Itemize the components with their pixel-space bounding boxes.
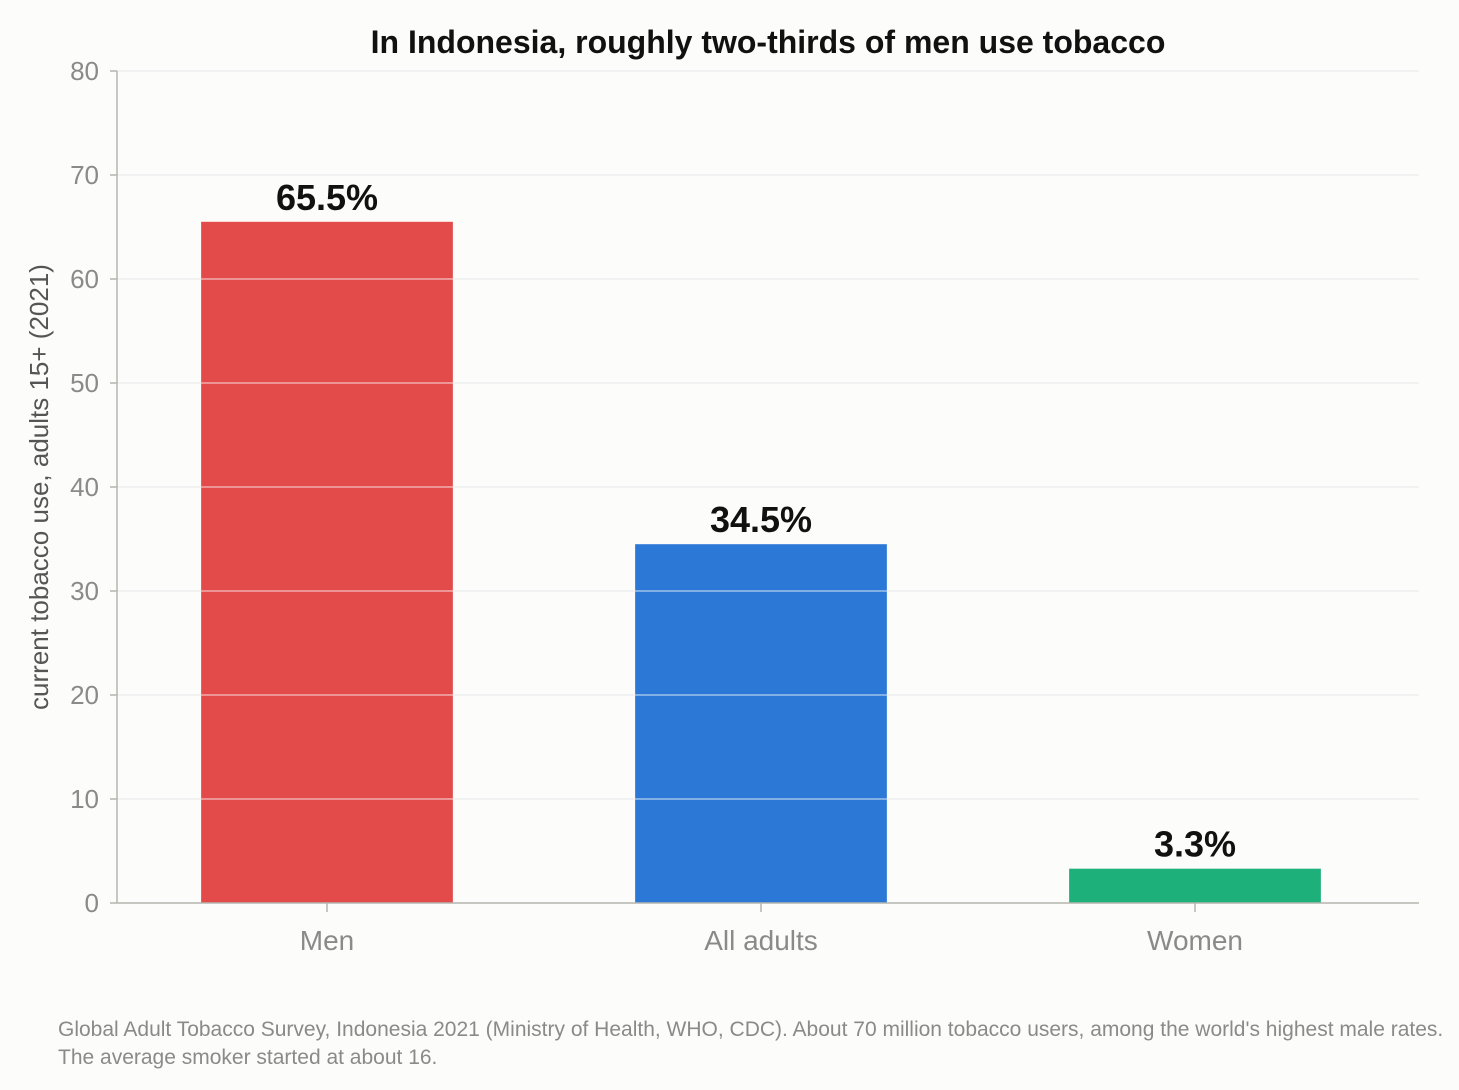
y-tick-labels: 0 10 20 30 40 50 60 70 80	[70, 56, 99, 918]
x-tick-labels: Men All adults Women	[300, 925, 1243, 956]
bar-data-label: 3.3%	[1154, 824, 1236, 865]
bar-data-labels: 65.5% 34.5% 3.3%	[117, 70, 1419, 865]
chart-title: In Indonesia, roughly two-thirds of men …	[371, 24, 1166, 60]
y-tick-label: 0	[85, 888, 99, 918]
source-footnote: Global Adult Tobacco Survey, Indonesia 2…	[58, 1018, 1444, 1069]
y-tick-label: 20	[70, 680, 99, 710]
x-tick-label: Women	[1147, 925, 1243, 956]
bar	[201, 221, 453, 904]
bars	[201, 221, 1321, 904]
x-tick-label: Men	[300, 925, 354, 956]
y-tick-label: 50	[70, 368, 99, 398]
bar-data-label: 65.5%	[276, 177, 378, 218]
y-axis-label: current tobacco use, adults 15+ (2021)	[24, 264, 54, 710]
bar	[1069, 868, 1321, 903]
y-tick-label: 80	[70, 56, 99, 86]
y-tick-label: 30	[70, 576, 99, 606]
bar-data-label: 34.5%	[710, 499, 812, 540]
y-tick-label: 10	[70, 784, 99, 814]
y-tick-label: 40	[70, 472, 99, 502]
bar	[635, 544, 887, 903]
x-tick-label: All adults	[704, 925, 818, 956]
axes	[110, 70, 1419, 912]
y-tick-label: 60	[70, 264, 99, 294]
y-tick-label: 70	[70, 160, 99, 190]
